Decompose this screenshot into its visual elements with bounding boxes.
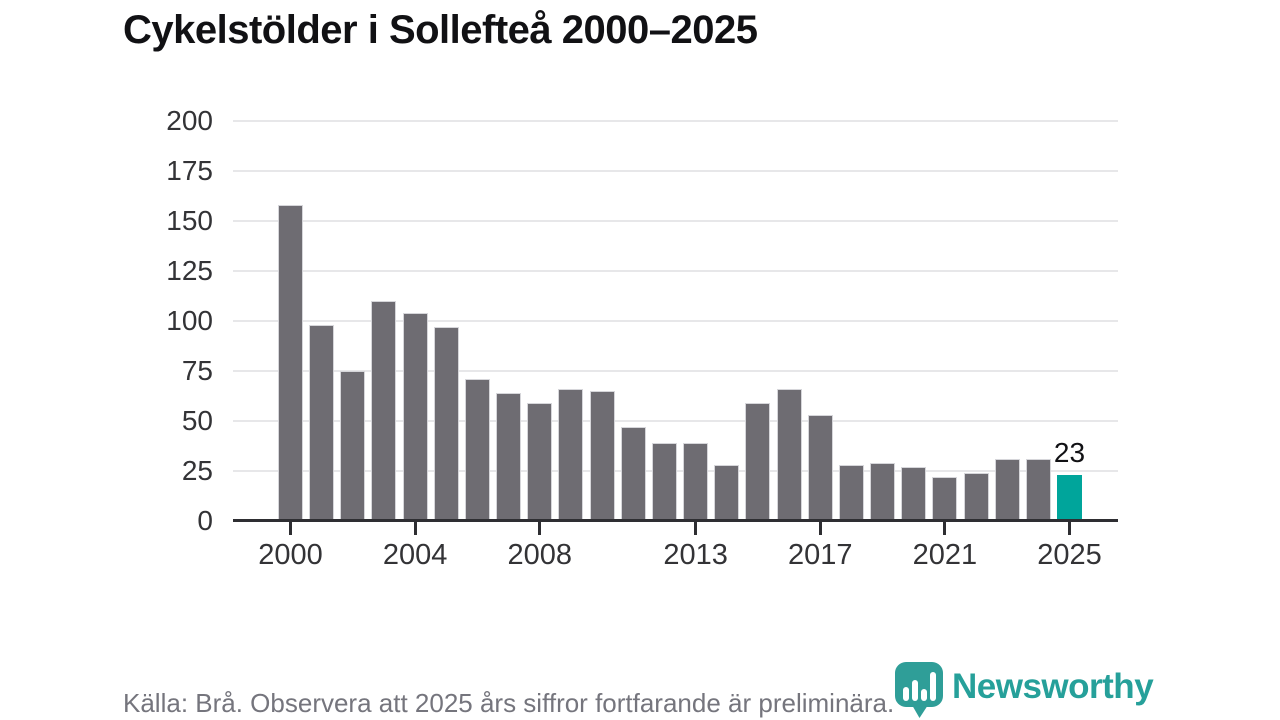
y-tick-label-75: 75 bbox=[181, 355, 213, 386]
bar-2010 bbox=[589, 391, 615, 521]
newsworthy-pin-barchart-icon bbox=[893, 660, 946, 720]
bar-2024 bbox=[1025, 459, 1051, 521]
x-tick-2017 bbox=[818, 522, 822, 535]
x-tick-2021 bbox=[943, 522, 947, 535]
bar-2020 bbox=[901, 467, 927, 521]
x-tick-2008 bbox=[538, 522, 542, 535]
bar-2025 bbox=[1057, 475, 1082, 521]
gridline-125 bbox=[233, 270, 1118, 272]
y-tick-label-100: 100 bbox=[166, 305, 213, 336]
y-tick-label-125: 125 bbox=[166, 255, 213, 286]
x-tick-label-2025: 2025 bbox=[1037, 539, 1102, 571]
bar-2004 bbox=[402, 313, 428, 521]
x-axis-line bbox=[233, 519, 1118, 522]
y-tick-label-50: 50 bbox=[181, 405, 213, 436]
chart-title: Cykelstölder i Sollefteå 2000–2025 bbox=[123, 8, 758, 52]
bar-2001 bbox=[309, 325, 335, 521]
y-tick-label-25: 25 bbox=[181, 455, 213, 486]
bar-2002 bbox=[340, 371, 366, 521]
bar-2006 bbox=[464, 379, 490, 521]
y-tick-label-0: 0 bbox=[197, 505, 213, 536]
y-tick-label-200: 200 bbox=[166, 105, 213, 136]
x-tick-label-2013: 2013 bbox=[663, 539, 728, 571]
x-tick-2000 bbox=[289, 522, 292, 535]
bar-2005 bbox=[433, 327, 459, 521]
x-tick-label-2000: 2000 bbox=[258, 539, 323, 571]
bar-2012 bbox=[651, 443, 677, 521]
bar-2013 bbox=[683, 443, 709, 521]
bar-2007 bbox=[496, 393, 522, 521]
bar-value-label-2025: 23 bbox=[1053, 437, 1086, 468]
bar-2022 bbox=[963, 473, 989, 521]
bar-2023 bbox=[994, 459, 1020, 521]
y-tick-label-150: 150 bbox=[166, 205, 213, 236]
chart-plot-area bbox=[233, 121, 1118, 601]
bar-2017 bbox=[807, 415, 833, 521]
x-tick-label-2017: 2017 bbox=[787, 539, 853, 571]
x-tick-label-2008: 2008 bbox=[507, 539, 573, 571]
bar-2003 bbox=[371, 301, 397, 521]
x-tick-2025 bbox=[1068, 522, 1071, 535]
bar-2018 bbox=[838, 465, 864, 521]
x-tick-2013 bbox=[694, 522, 698, 535]
gridline-150 bbox=[233, 220, 1118, 222]
source-note: Källa: Brå. Observera att 2025 års siffr… bbox=[123, 688, 895, 718]
newsworthy-wordmark: Newsworthy bbox=[952, 667, 1154, 706]
bar-2011 bbox=[620, 427, 646, 521]
bar-2009 bbox=[558, 389, 584, 521]
x-tick-label-2021: 2021 bbox=[912, 539, 978, 571]
newsworthy-logo: Newsworthy bbox=[893, 660, 1154, 720]
gridline-50 bbox=[233, 420, 1118, 422]
gridline-175 bbox=[233, 170, 1118, 172]
bar-2016 bbox=[776, 389, 802, 521]
bar-2015 bbox=[745, 403, 771, 521]
gridline-100 bbox=[233, 320, 1118, 322]
gridline-75 bbox=[233, 370, 1118, 372]
bar-2021 bbox=[932, 477, 958, 521]
bar-2019 bbox=[870, 463, 896, 521]
x-tick-2004 bbox=[413, 522, 417, 535]
bar-2000 bbox=[278, 205, 303, 521]
bar-2014 bbox=[714, 465, 740, 521]
x-tick-label-2004: 2004 bbox=[382, 539, 448, 571]
bar-2008 bbox=[527, 403, 553, 521]
y-tick-label-175: 175 bbox=[166, 155, 213, 186]
gridline-200 bbox=[233, 120, 1118, 122]
